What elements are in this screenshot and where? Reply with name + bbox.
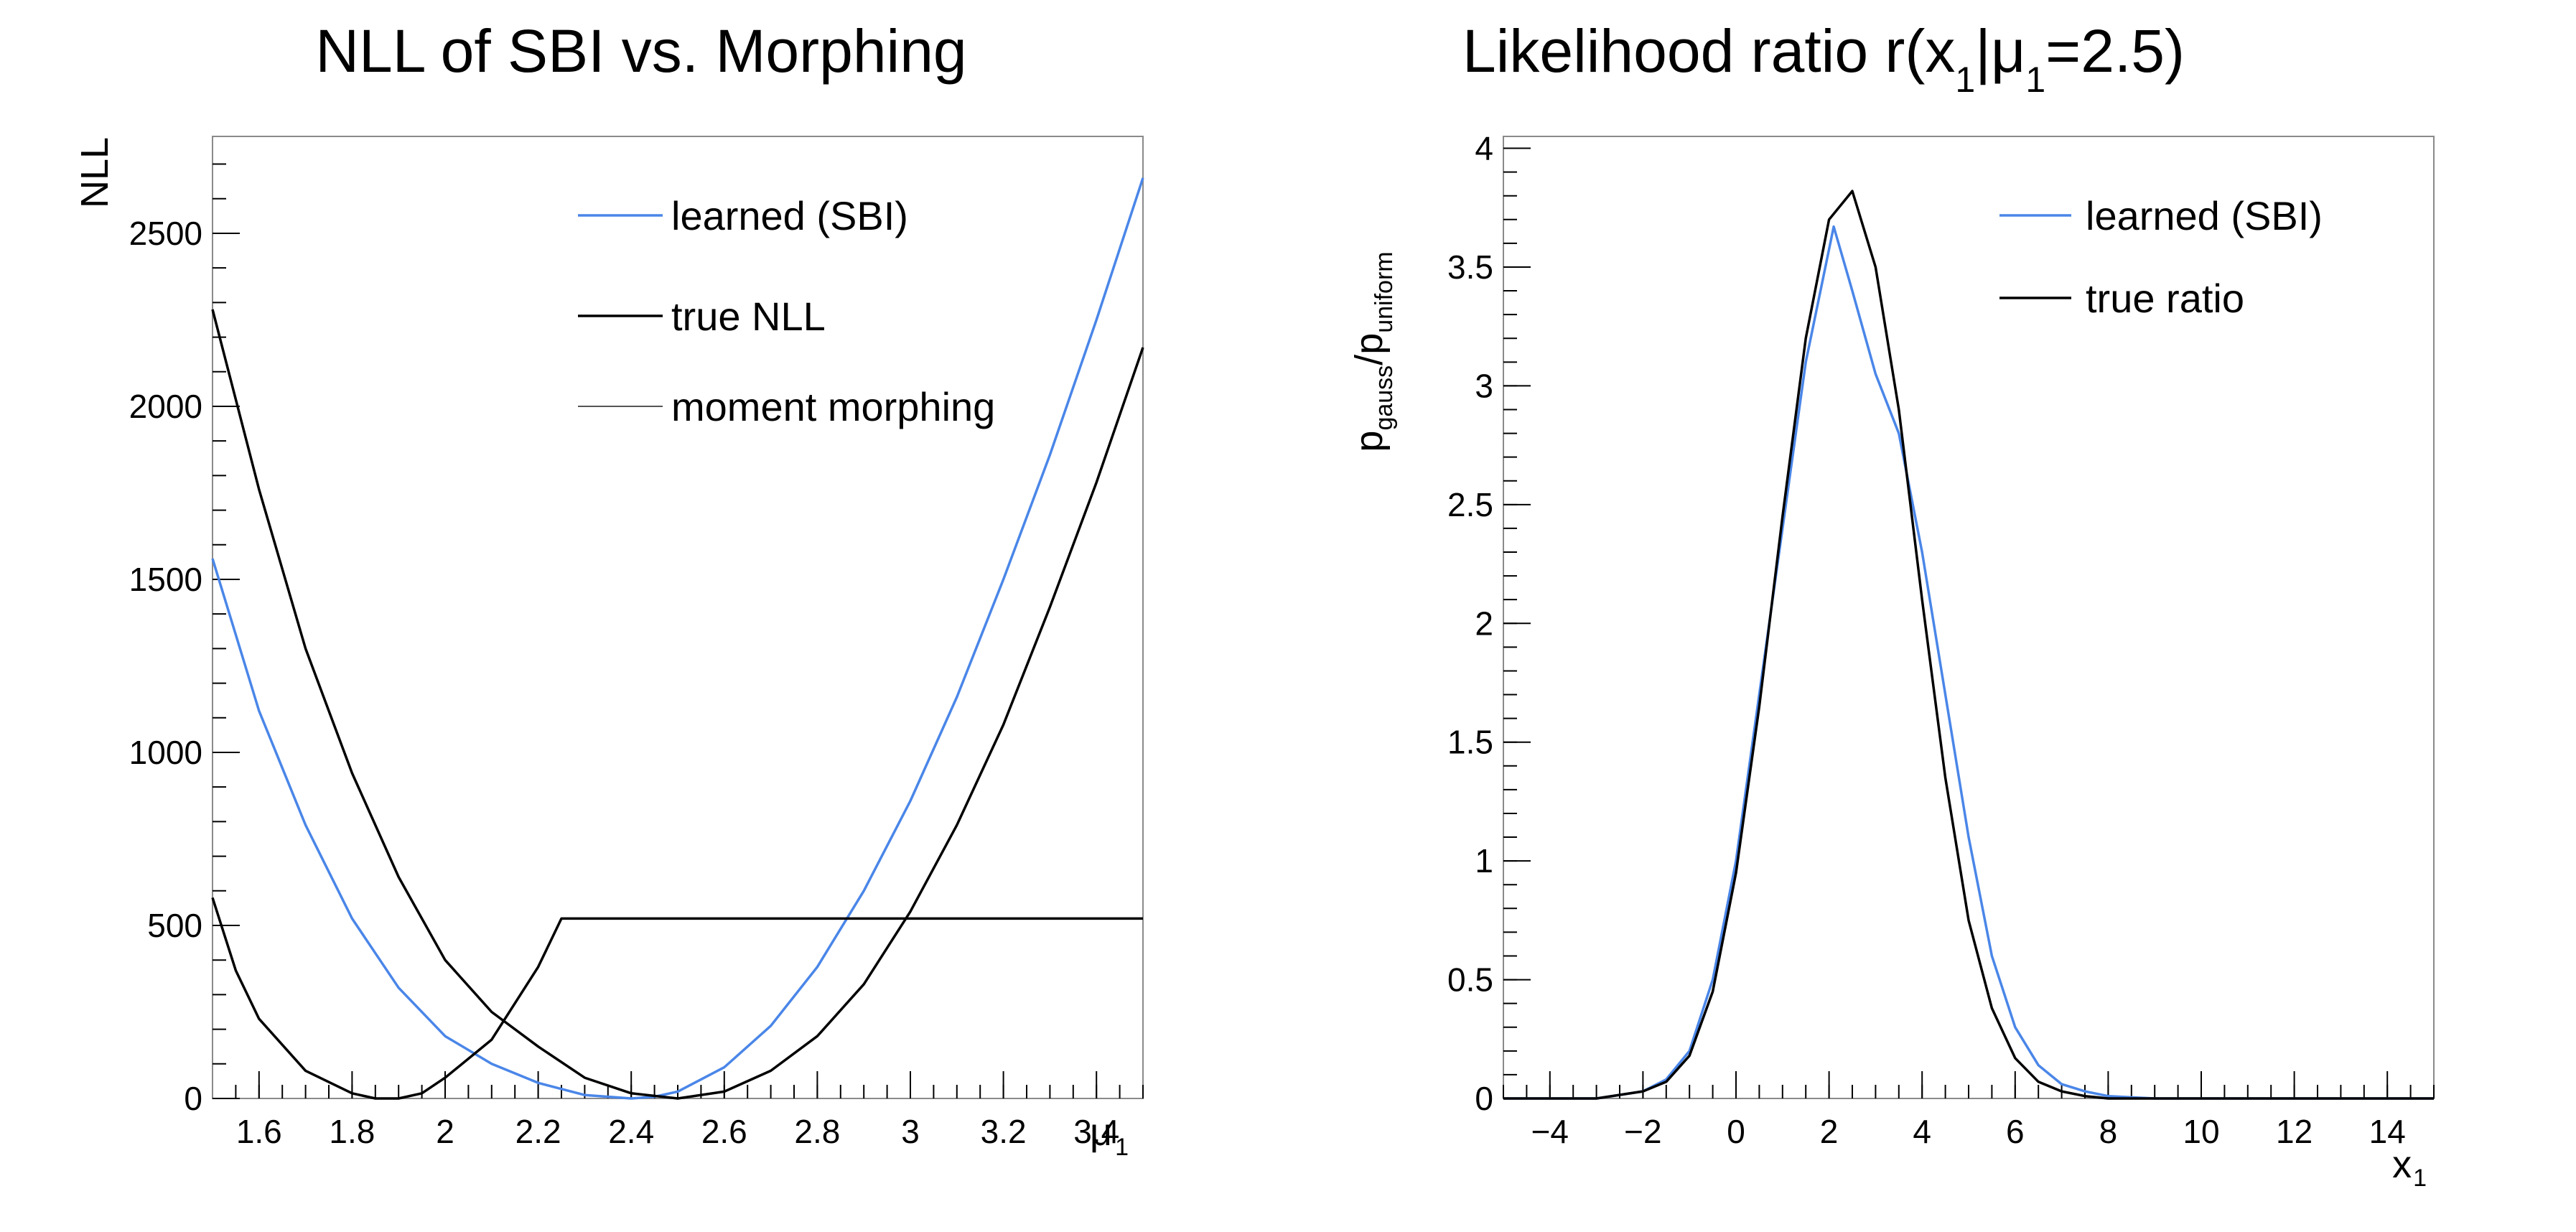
nll-chart-title: NLL of SBI vs. Morphing (315, 17, 966, 85)
ratio-y-axis-label: pgauss/puniform (1348, 251, 1398, 452)
nll-series-line-1 (211, 177, 1144, 1100)
nll-y-tick-label: 1500 (129, 561, 202, 598)
ratio-x-label-sub: 1 (2413, 1165, 2427, 1192)
ratio-x-tick-label: −4 (1531, 1113, 1569, 1150)
ratio-y-label-main: p (1348, 431, 1391, 452)
nll-x-tick-label: 1.6 (236, 1113, 282, 1150)
ratio-y-tick-label: 3.5 (1447, 248, 1493, 286)
ratio-x-tick-label: 8 (2099, 1113, 2118, 1150)
ratio-series-line-1 (1503, 225, 2434, 1100)
ratio-x-tick-label: 0 (1727, 1113, 1745, 1150)
ratio-y-tick-label: 0 (1475, 1080, 1493, 1117)
ratio-axis-ticks: −4 −2 0 2 4 6 8 10 12 14 0 0.5 1 1.5 2 2.5 3 3.5 4 (1447, 130, 2435, 1150)
nll-x-tick-label: 2 (436, 1113, 454, 1150)
ratio-y-label-mid: /p (1348, 333, 1391, 365)
ratio-x-axis-label: x1 (2392, 1143, 2427, 1192)
ratio-title-main: Likelihood ratio r(x (1462, 17, 1955, 85)
nll-y-axis-label: NLL (73, 137, 116, 208)
ratio-y-label-sub1: gauss (1371, 365, 1398, 431)
ratio-title-mid: |μ (1975, 17, 2025, 85)
ratio-x-tick-label: 4 (1913, 1113, 1931, 1150)
ratio-x-tick-label: 10 (2183, 1113, 2219, 1150)
nll-series-group (211, 177, 1144, 1100)
nll-y-tick-label: 1000 (129, 734, 202, 771)
nll-panel: NLL of SBI vs. Morphing 1.6 1.8 2 2.2 2.4 2.6… (73, 17, 1144, 1161)
nll-y-tick-label: 0 (184, 1080, 202, 1117)
ratio-x-tick-label: 14 (2369, 1113, 2406, 1150)
ratio-legend-label: true ratio (2086, 276, 2244, 321)
nll-x-tick-label: 2.8 (794, 1113, 840, 1150)
ratio-x-label-main: x (2392, 1143, 2412, 1186)
ratio-title-sub1: 1 (1955, 60, 1975, 100)
nll-y-tick-label: 2500 (129, 215, 202, 252)
nll-plot-frame (212, 136, 1144, 1099)
ratio-legend: learned (SBI) true ratio (1999, 193, 2323, 321)
ratio-x-tick-label: −2 (1624, 1113, 1661, 1150)
nll-x-axis-label-main: μ (1090, 1111, 1112, 1154)
nll-x-tick-label: 2.4 (608, 1113, 654, 1150)
ratio-panel: Likelihood ratio r(x1|μ1=2.5) −4 −2 0 2 4 6 8 1… (1348, 17, 2435, 1192)
nll-x-tick-label: 2.6 (701, 1113, 747, 1150)
nll-x-tick-label: 2.2 (515, 1113, 561, 1150)
ratio-y-tick-label: 2 (1475, 605, 1493, 642)
ratio-chart-title: Likelihood ratio r(x1|μ1=2.5) (1462, 17, 2185, 100)
nll-legend-label: learned (SBI) (671, 193, 908, 238)
nll-legend-label: true NLL (671, 294, 826, 339)
ratio-y-tick-label: 4 (1475, 130, 1493, 167)
ratio-series-group (1503, 190, 2434, 1100)
ratio-title-sub2: 1 (2025, 60, 2045, 100)
ratio-y-label-sub2: uniform (1371, 251, 1398, 332)
ratio-y-tick-label: 1 (1475, 842, 1493, 879)
nll-x-tick-label: 1.8 (329, 1113, 375, 1150)
nll-series-line-2 (211, 309, 1144, 1100)
nll-x-axis-label-sub: 1 (1115, 1134, 1129, 1161)
ratio-x-tick-label: 12 (2276, 1113, 2313, 1150)
nll-x-tick-label: 3 (901, 1113, 920, 1150)
ratio-title-end: =2.5) (2045, 17, 2185, 85)
ratio-x-tick-label: 6 (2006, 1113, 2025, 1150)
ratio-y-tick-label: 0.5 (1447, 961, 1493, 999)
nll-series-line-3 (211, 897, 1143, 1100)
ratio-series-line-2 (1503, 190, 2434, 1100)
ratio-y-tick-label: 2.5 (1447, 486, 1493, 523)
nll-y-tick-label: 500 (147, 907, 202, 944)
nll-legend-label: moment morphing (671, 384, 995, 429)
nll-legend: learned (SBI) true NLL moment morphing (578, 193, 995, 429)
nll-y-tick-label: 2000 (129, 388, 202, 425)
ratio-plot-frame (1503, 136, 2435, 1099)
ratio-legend-label: learned (SBI) (2086, 193, 2323, 238)
ratio-y-tick-label: 1.5 (1447, 724, 1493, 761)
nll-axis-ticks: 1.6 1.8 2 2.2 2.4 2.6 2.8 3 3.2 3.4 0 500 1000 1500 20… (129, 163, 1144, 1150)
ratio-y-tick-label: 3 (1475, 367, 1493, 404)
nll-x-tick-label: 3.4 (1073, 1113, 1119, 1150)
ratio-x-tick-label: 2 (1820, 1113, 1839, 1150)
nll-x-tick-label: 3.2 (981, 1113, 1027, 1150)
